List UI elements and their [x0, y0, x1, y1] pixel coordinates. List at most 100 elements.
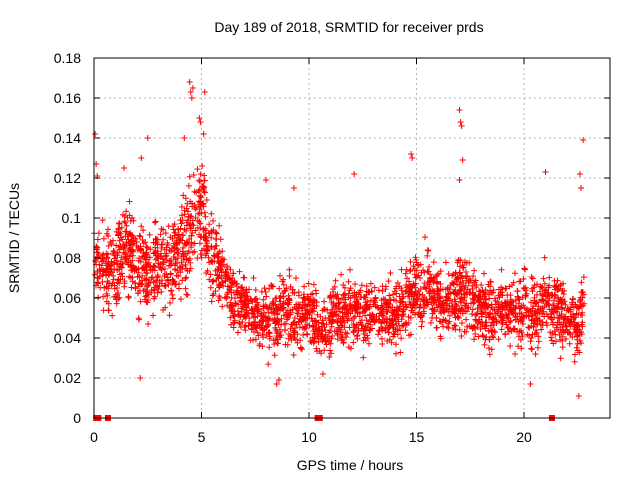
data-point — [123, 255, 130, 262]
data-point — [355, 301, 362, 308]
data-point — [398, 335, 405, 342]
data-point — [429, 310, 436, 317]
data-point — [493, 318, 500, 325]
data-point — [170, 254, 177, 261]
data-point — [213, 242, 220, 249]
data-point — [481, 270, 488, 277]
data-point — [323, 341, 330, 348]
data-point — [407, 314, 414, 321]
data-point — [295, 310, 302, 317]
data-point — [306, 311, 313, 318]
data-point — [211, 245, 218, 252]
data-point — [202, 213, 209, 220]
data-point — [110, 247, 117, 254]
data-point — [212, 288, 219, 295]
data-point — [225, 275, 232, 282]
data-point — [154, 289, 161, 296]
data-point — [177, 296, 184, 303]
data-point — [402, 327, 409, 334]
data-point — [137, 233, 144, 240]
data-point — [369, 311, 376, 318]
data-point — [205, 254, 212, 261]
data-point — [105, 307, 112, 314]
data-point — [187, 225, 194, 232]
data-point — [391, 307, 398, 314]
data-point — [117, 271, 124, 278]
data-point — [181, 207, 188, 214]
data-point — [379, 341, 386, 348]
data-point — [157, 253, 164, 260]
data-point — [242, 312, 249, 319]
data-point — [321, 298, 328, 305]
data-point — [491, 329, 498, 336]
data-point — [162, 304, 169, 311]
data-point — [218, 269, 225, 276]
data-point — [138, 155, 145, 161]
data-point — [260, 327, 267, 334]
y-tick-label: 0.02 — [54, 370, 81, 386]
data-point — [531, 294, 538, 301]
data-point — [103, 283, 110, 290]
data-point — [239, 284, 246, 291]
data-point — [489, 315, 496, 322]
data-point — [502, 330, 509, 337]
data-point — [208, 298, 215, 305]
data-point — [245, 323, 252, 330]
data-point — [151, 219, 158, 226]
data-point — [283, 311, 290, 318]
data-point — [562, 336, 569, 343]
data-point — [456, 287, 463, 294]
data-point — [466, 289, 473, 296]
data-point — [468, 300, 475, 307]
data-point — [250, 314, 257, 321]
data-point — [269, 299, 276, 306]
data-point — [556, 314, 563, 321]
data-point — [469, 306, 476, 313]
data-point — [168, 247, 175, 254]
data-point — [216, 284, 223, 291]
y-tick-label: 0.12 — [54, 170, 81, 186]
data-point — [126, 198, 133, 205]
data-point — [254, 313, 261, 320]
data-point — [475, 333, 482, 340]
data-point — [458, 306, 465, 313]
data-point — [282, 320, 289, 327]
data-point — [95, 275, 102, 282]
data-point — [224, 263, 231, 270]
data-point — [182, 240, 189, 247]
data-point — [169, 291, 176, 298]
y-axis-title: SRMTID / TECUs — [6, 183, 22, 293]
data-point — [308, 298, 315, 305]
data-point — [329, 333, 336, 340]
data-point — [251, 323, 258, 330]
data-point — [558, 300, 565, 307]
data-point — [492, 311, 499, 318]
data-point — [253, 303, 260, 310]
data-point — [227, 266, 234, 273]
data-point — [222, 268, 229, 275]
data-point — [228, 279, 235, 286]
data-point — [459, 262, 466, 269]
data-point — [574, 336, 581, 343]
data-point — [227, 287, 234, 294]
data-point — [105, 300, 112, 307]
data-point — [385, 278, 392, 285]
data-point — [277, 301, 284, 308]
data-point — [100, 293, 107, 300]
data-point — [541, 287, 548, 294]
data-point — [363, 283, 370, 290]
data-point — [99, 278, 106, 285]
data-point — [424, 247, 431, 254]
data-point — [302, 325, 309, 332]
data-point — [451, 322, 458, 329]
data-point — [502, 299, 509, 306]
data-point — [479, 332, 486, 339]
data-point — [452, 298, 459, 305]
data-point — [476, 294, 483, 301]
data-point — [542, 169, 549, 175]
data-point — [537, 307, 544, 314]
data-point — [216, 293, 223, 300]
data-point — [568, 313, 575, 320]
data-point — [537, 283, 544, 290]
data-point — [454, 274, 461, 281]
